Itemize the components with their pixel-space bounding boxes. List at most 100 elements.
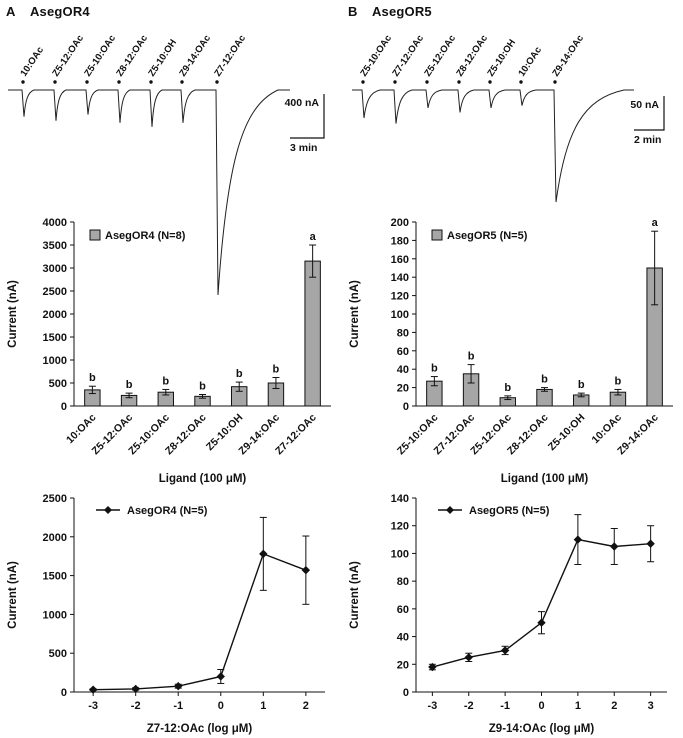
x-axis-title: Z9-14:OAc (log μM) xyxy=(489,723,595,735)
data-line xyxy=(93,552,307,691)
y-tick-label: 200 xyxy=(391,217,409,229)
stimulus-marker xyxy=(393,80,397,84)
panel-b-letter: B xyxy=(348,4,358,19)
y-tick-label: 60 xyxy=(397,346,409,358)
legend-label: AsegOR4 (N=5) xyxy=(127,505,208,517)
ligand-label: Z5-10:OH xyxy=(146,37,179,78)
data-marker-diamond xyxy=(88,685,98,694)
y-tick-label: 3000 xyxy=(43,263,67,275)
axes xyxy=(73,222,331,407)
significance-letter: b xyxy=(126,379,133,391)
ligand-label: Z5-12:OAc xyxy=(422,33,458,79)
y-tick-label: 0 xyxy=(403,687,409,699)
y-tick-label: 80 xyxy=(397,576,409,588)
significance-letter: b xyxy=(162,375,169,387)
data-marker-diamond xyxy=(301,565,311,575)
scale-bar xyxy=(634,96,665,131)
y-tick-label: 180 xyxy=(391,235,409,247)
stimulus-marker xyxy=(53,80,57,84)
y-tick-label: 1000 xyxy=(43,355,67,367)
y-tick-label: 80 xyxy=(397,327,409,339)
stimulus-marker xyxy=(149,80,153,84)
recording-trace-asegor5: Z5-10:OAcZ7-12:OAcZ5-12:OAcZ8-12:OAcZ5-1… xyxy=(352,33,665,203)
stimulus-marker xyxy=(180,80,184,84)
x-tick-label: 3 xyxy=(648,700,654,712)
ligand-label: Z8-12:OAc xyxy=(454,33,490,79)
y-axis-title: Current (nA) xyxy=(349,561,361,629)
bar-chart-asegor4: 0 500 1000 1500 2000 2500 3000 3500 4000 b 10:OAc b… xyxy=(7,217,331,485)
y-tick-label: 3500 xyxy=(43,240,67,252)
significance-letter: b xyxy=(504,382,511,394)
data-marker-diamond xyxy=(216,672,225,681)
legend-swatch xyxy=(431,229,443,241)
data-line xyxy=(432,538,651,668)
data-marker-diamond xyxy=(646,539,655,548)
y-axis-title: Current (nA) xyxy=(349,280,361,348)
panel-b-title: AsegOR5 xyxy=(371,4,432,19)
scale-time-label: 3 min xyxy=(290,142,317,154)
dose-response-chart-asegor4: 0 500 1000 1500 2000 2500 -3 -2 -1 0 1 2 AsegOR4 (N=… xyxy=(7,493,325,735)
y-tick-label: 160 xyxy=(391,254,409,266)
y-tick-label: 2000 xyxy=(43,532,67,544)
legend-marker-diamond xyxy=(446,506,454,514)
y-tick-label: 500 xyxy=(49,648,67,660)
significance-letter: b xyxy=(541,374,548,386)
ligand-label: Z5-12:OAc xyxy=(50,33,86,79)
y-tick-label: 140 xyxy=(391,493,409,505)
x-tick-label: 2 xyxy=(303,700,309,712)
significance-letter: b xyxy=(578,379,585,391)
significance-letter: b xyxy=(236,368,243,380)
x-tick-label: 1 xyxy=(260,700,266,712)
panel-a-letter: A xyxy=(6,4,16,19)
stimulus-marker xyxy=(21,80,25,84)
x-tick-label: -3 xyxy=(88,700,98,712)
x-tick-label: -3 xyxy=(427,700,437,712)
legend-label: AsegOR5 (N=5) xyxy=(469,505,550,517)
y-axis-title: Current (nA) xyxy=(7,280,19,348)
dose-response-chart-asegor5: 0 20 40 60 80 100 120 140 -3 -2 -1 0 1 2 3 AsegOR5 (N=5… xyxy=(349,493,667,735)
x-tick-label: 1 xyxy=(575,700,581,712)
y-tick-label: 4000 xyxy=(43,217,67,229)
panel-a-title: AsegOR4 xyxy=(29,4,90,19)
bar xyxy=(304,260,321,407)
y-axis-title: Current (nA) xyxy=(7,561,19,629)
ligand-label: Z9-14:OAc xyxy=(177,33,213,79)
x-tick-label: 0 xyxy=(538,700,544,712)
data-marker-diamond xyxy=(610,542,619,551)
ligand-label: 10:OAc xyxy=(18,45,46,79)
y-tick-label: 140 xyxy=(391,272,409,284)
stimulus-marker xyxy=(488,80,492,84)
ligand-label: 10:OAc xyxy=(516,45,544,79)
scale-current-label: 50 nA xyxy=(630,99,659,111)
y-tick-label: 2500 xyxy=(43,286,67,298)
stimulus-marker xyxy=(519,80,523,84)
ligand-label: Z8-12:OAc xyxy=(114,33,150,79)
x-tick-label: 2 xyxy=(611,700,617,712)
data-marker-diamond xyxy=(573,535,583,544)
y-tick-label: 0 xyxy=(403,401,409,413)
y-tick-label: 1500 xyxy=(43,571,67,583)
ligand-label: Z7-12:OAc xyxy=(212,33,248,79)
panel-a-header: A AsegOR4 xyxy=(6,4,90,19)
y-tick-label: 2500 xyxy=(43,493,67,505)
stimulus-marker xyxy=(85,80,89,84)
significance-letter: b xyxy=(199,381,206,393)
stimulus-marker xyxy=(425,80,429,84)
significance-letter: a xyxy=(652,217,659,229)
y-tick-label: 20 xyxy=(397,659,409,671)
data-marker-diamond xyxy=(259,549,268,559)
stimulus-marker xyxy=(361,80,365,84)
stimulus-marker xyxy=(215,80,219,84)
y-tick-label: 100 xyxy=(391,548,409,560)
ligand-label: Z5-10:OH xyxy=(485,37,518,78)
data-marker-diamond xyxy=(537,618,546,627)
x-tick-label: -2 xyxy=(464,700,474,712)
y-tick-label: 120 xyxy=(391,291,409,303)
y-tick-label: 100 xyxy=(391,309,409,321)
ligand-label: Z5-10:OAc xyxy=(82,33,118,79)
data-marker-diamond xyxy=(174,681,183,691)
x-tick-label: 10:OAc xyxy=(64,412,99,447)
x-axis-title: Ligand (100 μM) xyxy=(159,473,247,485)
y-tick-label: 1000 xyxy=(43,609,67,621)
